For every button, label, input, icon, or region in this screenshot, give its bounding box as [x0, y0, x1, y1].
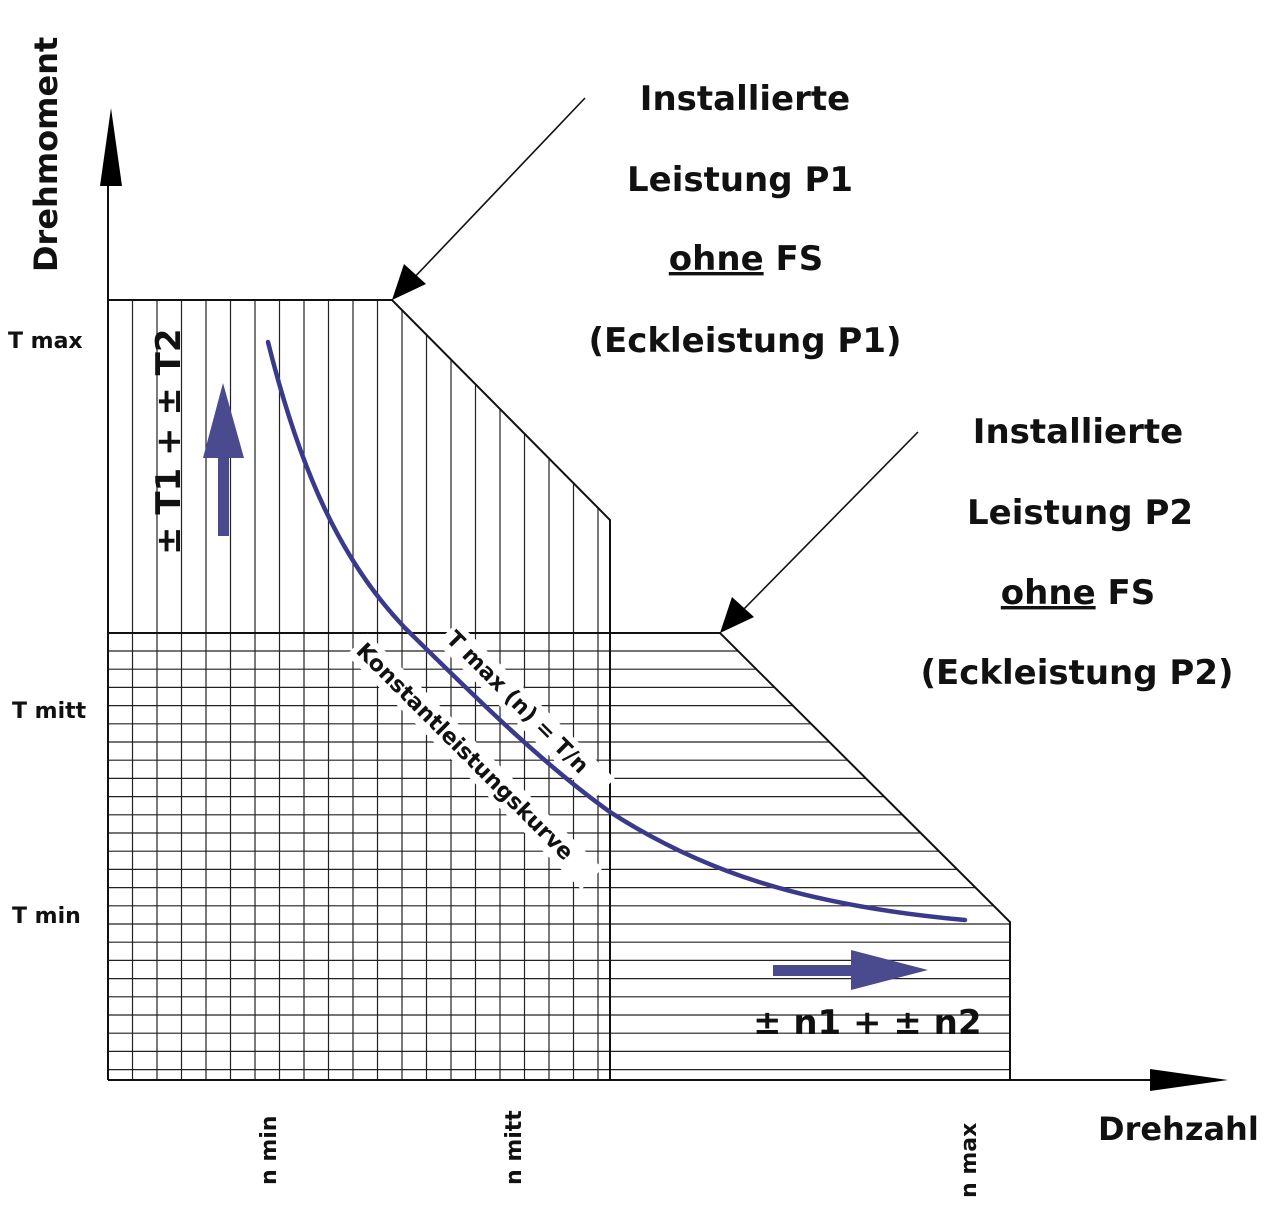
p1-underlined-word: ohne	[669, 239, 764, 279]
y-tick-t-min: T min	[12, 904, 81, 929]
y-tick-t-max: T max	[8, 329, 83, 354]
region-p1-outline	[108, 299, 611, 1080]
p1-label-line2: Leistung P1	[627, 160, 853, 200]
torque-increase-arrow	[203, 383, 244, 536]
p1-label-fs: FS	[764, 239, 824, 279]
p2-label-line4: (Eckleistung P2)	[920, 653, 1233, 693]
x-tick-n-min: n min	[257, 1116, 282, 1185]
p1-label-line1: Installierte	[640, 79, 850, 119]
formula-label-backing	[436, 621, 615, 800]
speed-arrow-label: ± n1 + ± n2	[753, 1003, 982, 1043]
p2-label-line3: ohne FS	[1001, 573, 1155, 613]
p1-pointer-line	[409, 97, 586, 283]
x-axis-title: Drehzahl	[1098, 1110, 1259, 1148]
x-axis-arrowhead	[1150, 1069, 1228, 1091]
y-axis-arrowhead	[100, 108, 122, 186]
region-p1-vertical-hatching	[131, 300, 599, 1080]
p2-pointer-line	[737, 431, 919, 616]
p2-label-line1: Installierte	[973, 412, 1183, 452]
y-tick-t-mitt: T mitt	[12, 699, 87, 724]
x-tick-n-mitt: n mitt	[502, 1110, 527, 1185]
curve-name-label: Konstantleistungskurve	[351, 639, 578, 866]
curve-name-label-backing	[346, 633, 603, 890]
p2-label-line2: Leistung P2	[967, 493, 1193, 533]
p2-label-fs: FS	[1096, 573, 1156, 613]
region-p2-outline	[108, 632, 1011, 1080]
speed-increase-arrow	[773, 950, 928, 990]
p2-underlined-word: ohne	[1001, 573, 1096, 613]
y-axis-title: Drehmoment	[27, 37, 65, 272]
torque-arrow-label: ± T1 + ± T2	[149, 328, 189, 555]
p1-label-line4: (Eckleistung P1)	[588, 321, 901, 361]
constant-power-curve	[265, 339, 968, 923]
p1-pointer-arrowhead	[392, 264, 426, 300]
p1-label-line3: ohne FS	[669, 239, 823, 279]
x-tick-n-max: n max	[957, 1123, 982, 1198]
p2-pointer-arrowhead	[720, 597, 754, 633]
